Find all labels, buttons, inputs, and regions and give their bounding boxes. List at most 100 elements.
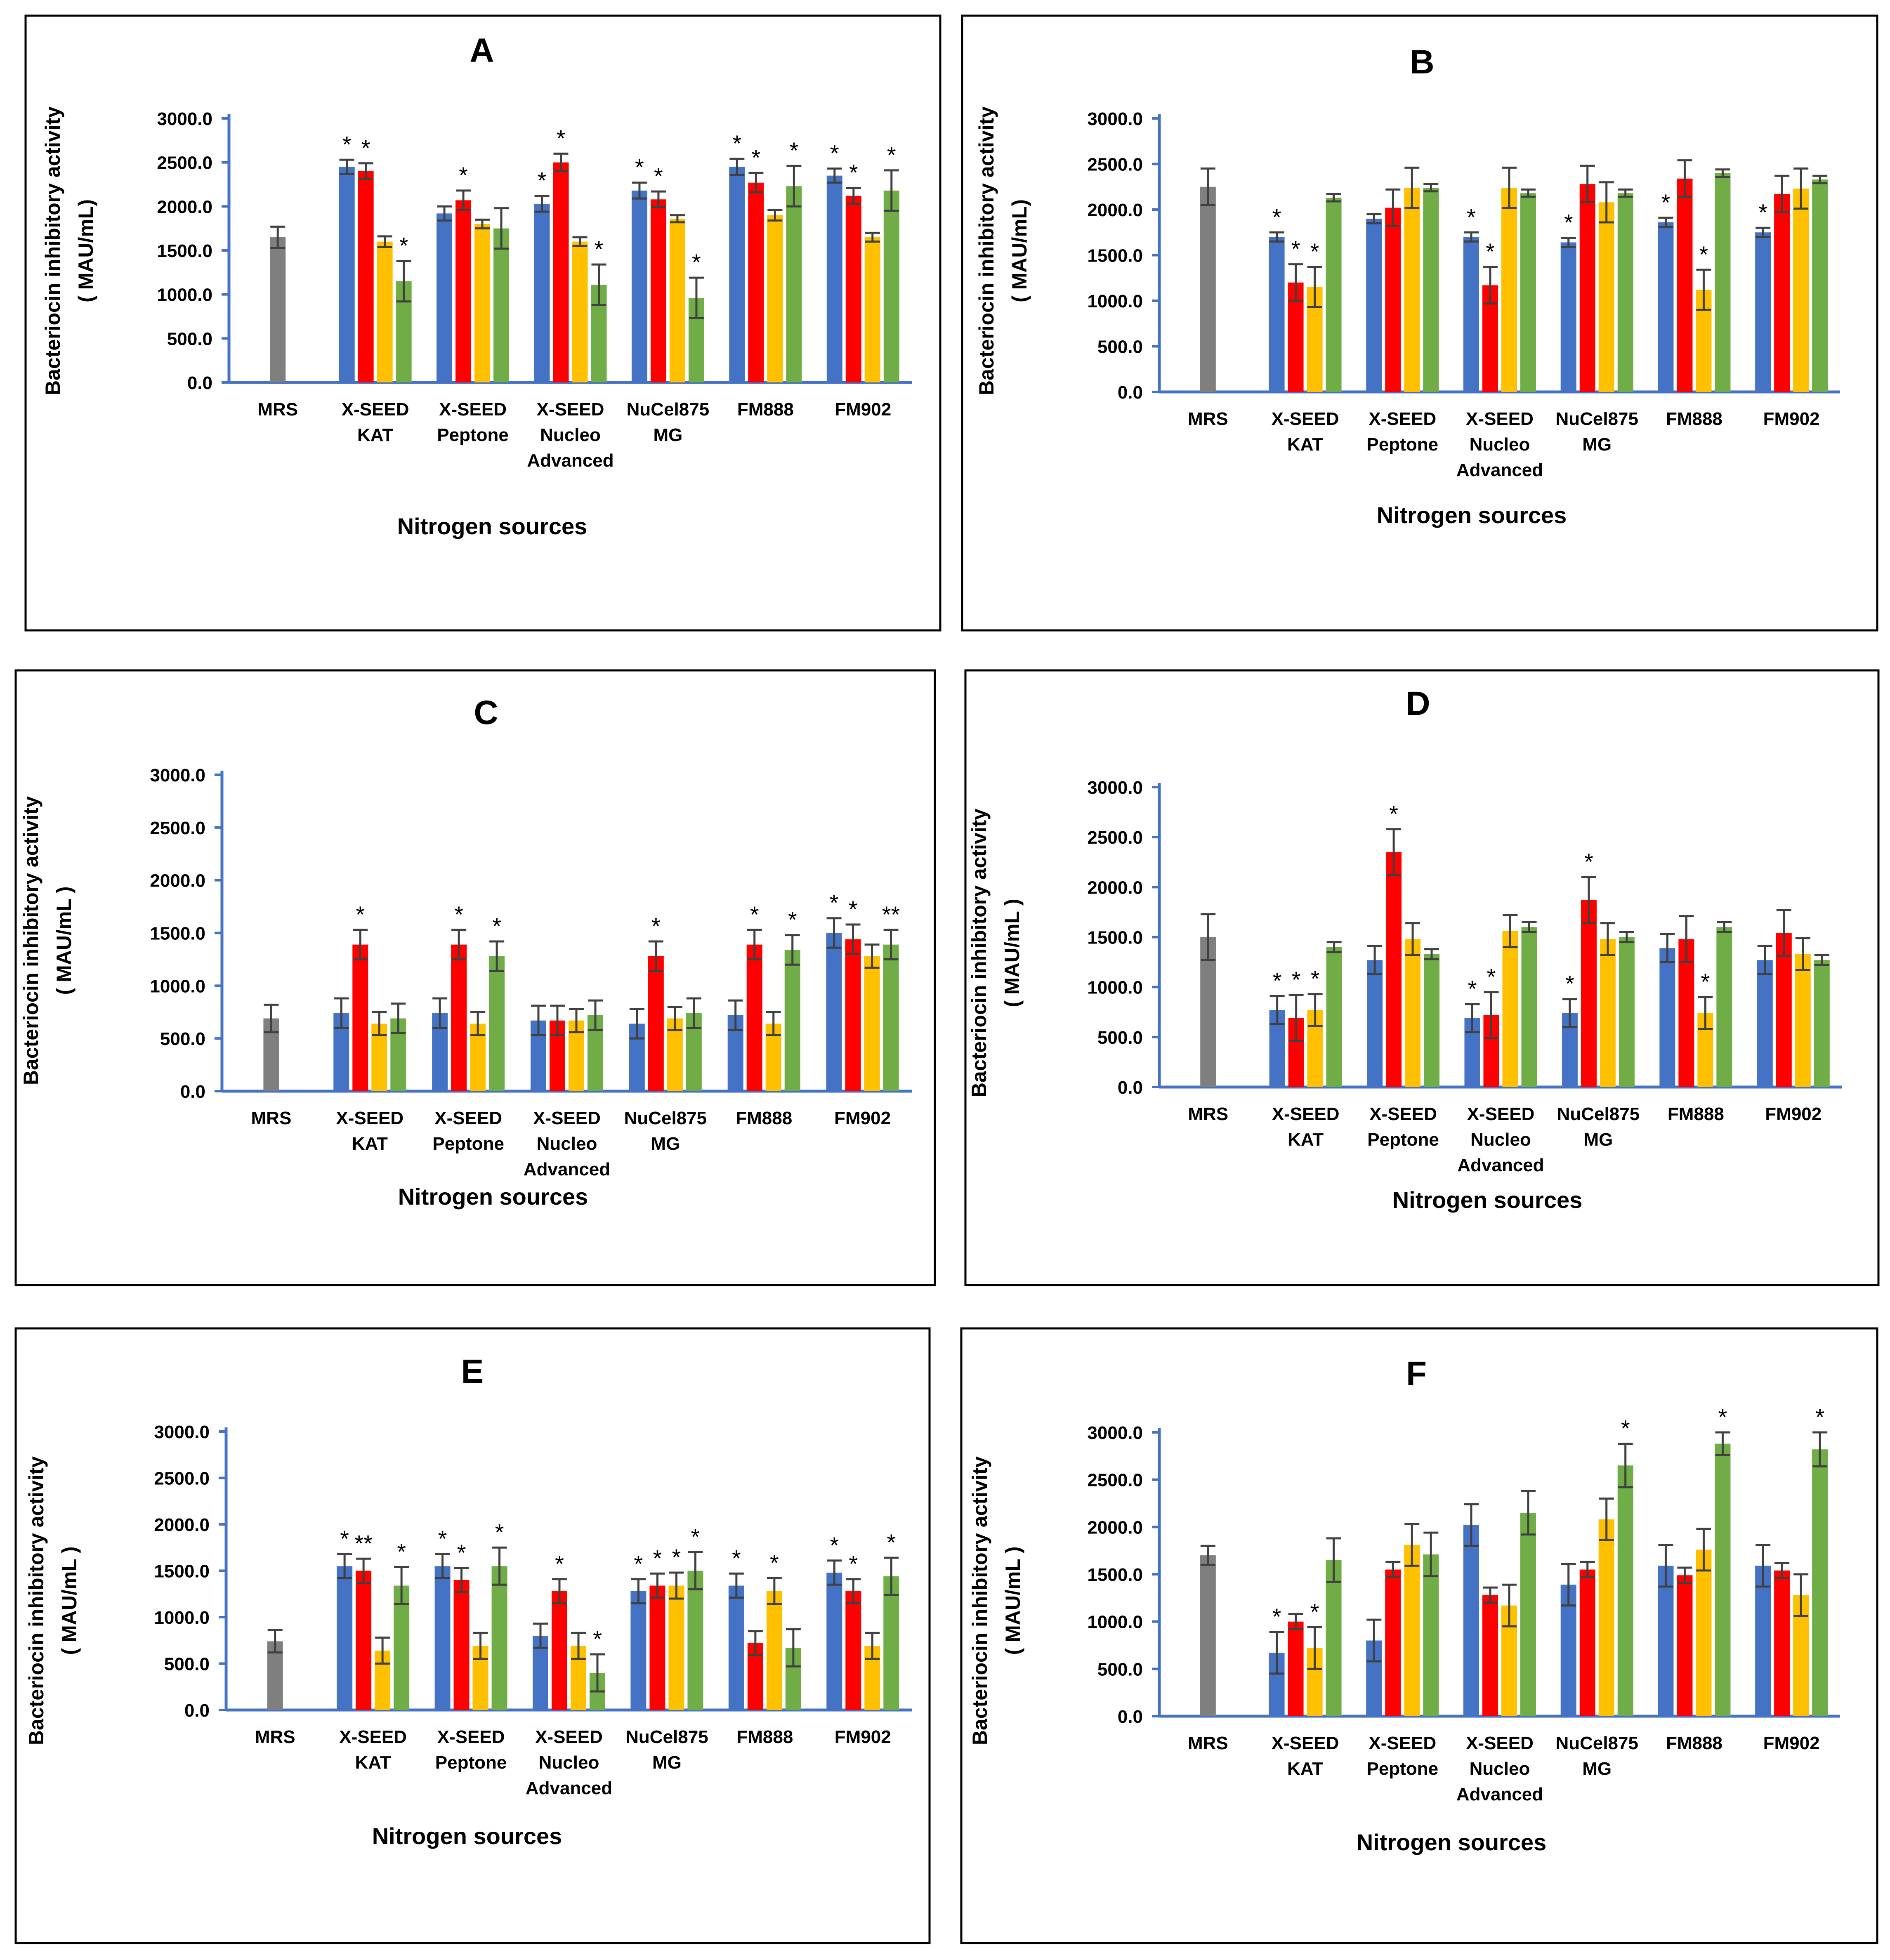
bar-series-3	[572, 241, 588, 382]
significance-mark: *	[1758, 199, 1767, 225]
significance-mark: *	[635, 154, 644, 180]
significance-mark: *	[1310, 238, 1319, 264]
bar-series-1	[1269, 237, 1285, 392]
bar-series-2	[358, 171, 374, 382]
y-axis-label-line1: Bacteriocin inhibitory activity	[968, 1456, 991, 1745]
y-tick-label: 1000.0	[150, 976, 205, 996]
significance-mark: **	[354, 1530, 373, 1556]
significance-mark: *	[830, 140, 839, 166]
y-tick-label: 2500.0	[154, 1469, 210, 1489]
bar-series-3	[767, 215, 783, 382]
y-tick-label: 2500.0	[1087, 828, 1143, 848]
y-tick-label: 500.0	[160, 1029, 205, 1049]
significance-mark: *	[555, 1551, 564, 1577]
bar-series-4	[1715, 1443, 1731, 1716]
category-label: MRS	[255, 1727, 295, 1747]
panel-border	[14, 669, 936, 1286]
category-label: KAT	[357, 425, 393, 445]
category-label: Advanced	[1457, 1155, 1544, 1175]
significance-mark: *	[789, 137, 798, 163]
bar-control	[1200, 186, 1216, 392]
bar-series-1	[826, 933, 842, 1091]
x-axis-label: Nitrogen sources	[372, 1823, 562, 1849]
bar-series-3	[1404, 187, 1420, 392]
bar-series-2	[1385, 1569, 1401, 1716]
significance-mark: *	[492, 913, 501, 939]
significance-mark: *	[340, 1526, 349, 1552]
x-axis-label: Nitrogen sources	[397, 513, 588, 539]
significance-mark: *	[830, 890, 839, 916]
bar-series-4	[1326, 198, 1342, 392]
significance-mark: *	[887, 142, 896, 168]
panel-title: D	[1406, 685, 1430, 722]
bar-series-1	[1658, 222, 1674, 392]
y-tick-label: 0.0	[184, 1701, 210, 1721]
bar-series-2	[1774, 1570, 1790, 1716]
y-tick-label: 2500.0	[150, 818, 205, 838]
significance-mark: *	[849, 896, 858, 922]
significance-mark: *	[1815, 1404, 1824, 1430]
category-label: MG	[651, 1134, 680, 1154]
y-tick-label: 2500.0	[1087, 1470, 1143, 1491]
bar-series-1	[1757, 960, 1773, 1087]
significance-mark: *	[1467, 204, 1476, 230]
category-label: X-SEED	[535, 1727, 603, 1747]
chart-panel-c: C 0.0 500.0 1000.0 1500.0 2000.0 2500.0 3000.0 B…	[14, 669, 936, 1286]
category-label: X-SEED	[434, 1108, 502, 1128]
significance-mark: *	[457, 1540, 466, 1566]
bar-series-2	[650, 199, 666, 382]
bar-series-3	[1404, 1545, 1420, 1716]
significance-mark: *	[1565, 971, 1574, 997]
y-tick-label: 2000.0	[150, 871, 205, 891]
bar-series-1	[1367, 960, 1383, 1087]
bar-series-3	[1793, 189, 1809, 392]
y-axis-label: Bacteriocin inhibitory activity ( MAU/mL …	[19, 796, 76, 1085]
category-label: X-SEED	[1272, 1104, 1340, 1124]
y-tick-label: 500.0	[164, 1654, 210, 1675]
y-tick-label: 1000.0	[1087, 291, 1143, 311]
category-label: Peptone	[1367, 1130, 1439, 1150]
category-label: Nucleo	[539, 1752, 599, 1773]
bar-series-1	[337, 1566, 353, 1710]
x-axis-label: Nitrogen sources	[398, 1184, 588, 1210]
bar-series-4	[1715, 173, 1731, 392]
bar-series-2	[356, 1571, 372, 1710]
bar-series-1	[631, 190, 647, 382]
significance-mark: *	[732, 1545, 741, 1571]
bar-series-4	[1326, 1560, 1342, 1716]
category-label: X-SEED	[533, 1108, 601, 1128]
chart-panel-f: F 0.0 500.0 1000.0 1500.0 2000.0 2500.0 3000.0 B…	[960, 1327, 1878, 1944]
y-tick-label: 2000.0	[1087, 200, 1143, 220]
bar-series-1	[434, 1566, 451, 1710]
bar-series-1	[437, 213, 453, 382]
category-label: X-SEED	[342, 399, 409, 420]
bar-series-4	[1521, 927, 1537, 1087]
category-label: Nucleo	[1470, 434, 1530, 455]
bar-control	[1200, 937, 1216, 1087]
category-label: NuCel875	[1555, 1733, 1638, 1753]
category-label: X-SEED	[1466, 409, 1534, 429]
x-axis-label: Nitrogen sources	[1357, 1829, 1547, 1855]
category-label: X-SEED	[439, 399, 507, 420]
category-label: MG	[1582, 1759, 1612, 1779]
category-label: MG	[1583, 1130, 1613, 1150]
bar-series-1	[1755, 1566, 1771, 1716]
category-label: X-SEED	[1272, 409, 1339, 429]
x-axis-label: Nitrogen sources	[1377, 502, 1567, 528]
significance-mark: *	[1272, 1604, 1281, 1630]
category-label: NuCel875	[627, 399, 710, 420]
category-label: KAT	[1287, 434, 1323, 455]
category-label: FM902	[1763, 1733, 1820, 1753]
category-label: NuCel875	[625, 1727, 708, 1747]
significance-mark: *	[557, 125, 566, 151]
category-label: Nucleo	[537, 1134, 597, 1154]
bar-series-4	[1423, 187, 1439, 392]
bar-series-4	[493, 228, 510, 382]
y-axis-label-line2: ( MAU/mL)	[74, 199, 97, 302]
significance-mark: *	[751, 144, 760, 170]
category-label: Peptone	[432, 1134, 504, 1154]
significance-mark: *	[1661, 189, 1671, 215]
y-tick-label: 1500.0	[150, 924, 205, 944]
significance-mark: *	[692, 249, 701, 275]
bar-series-3	[864, 956, 880, 1091]
